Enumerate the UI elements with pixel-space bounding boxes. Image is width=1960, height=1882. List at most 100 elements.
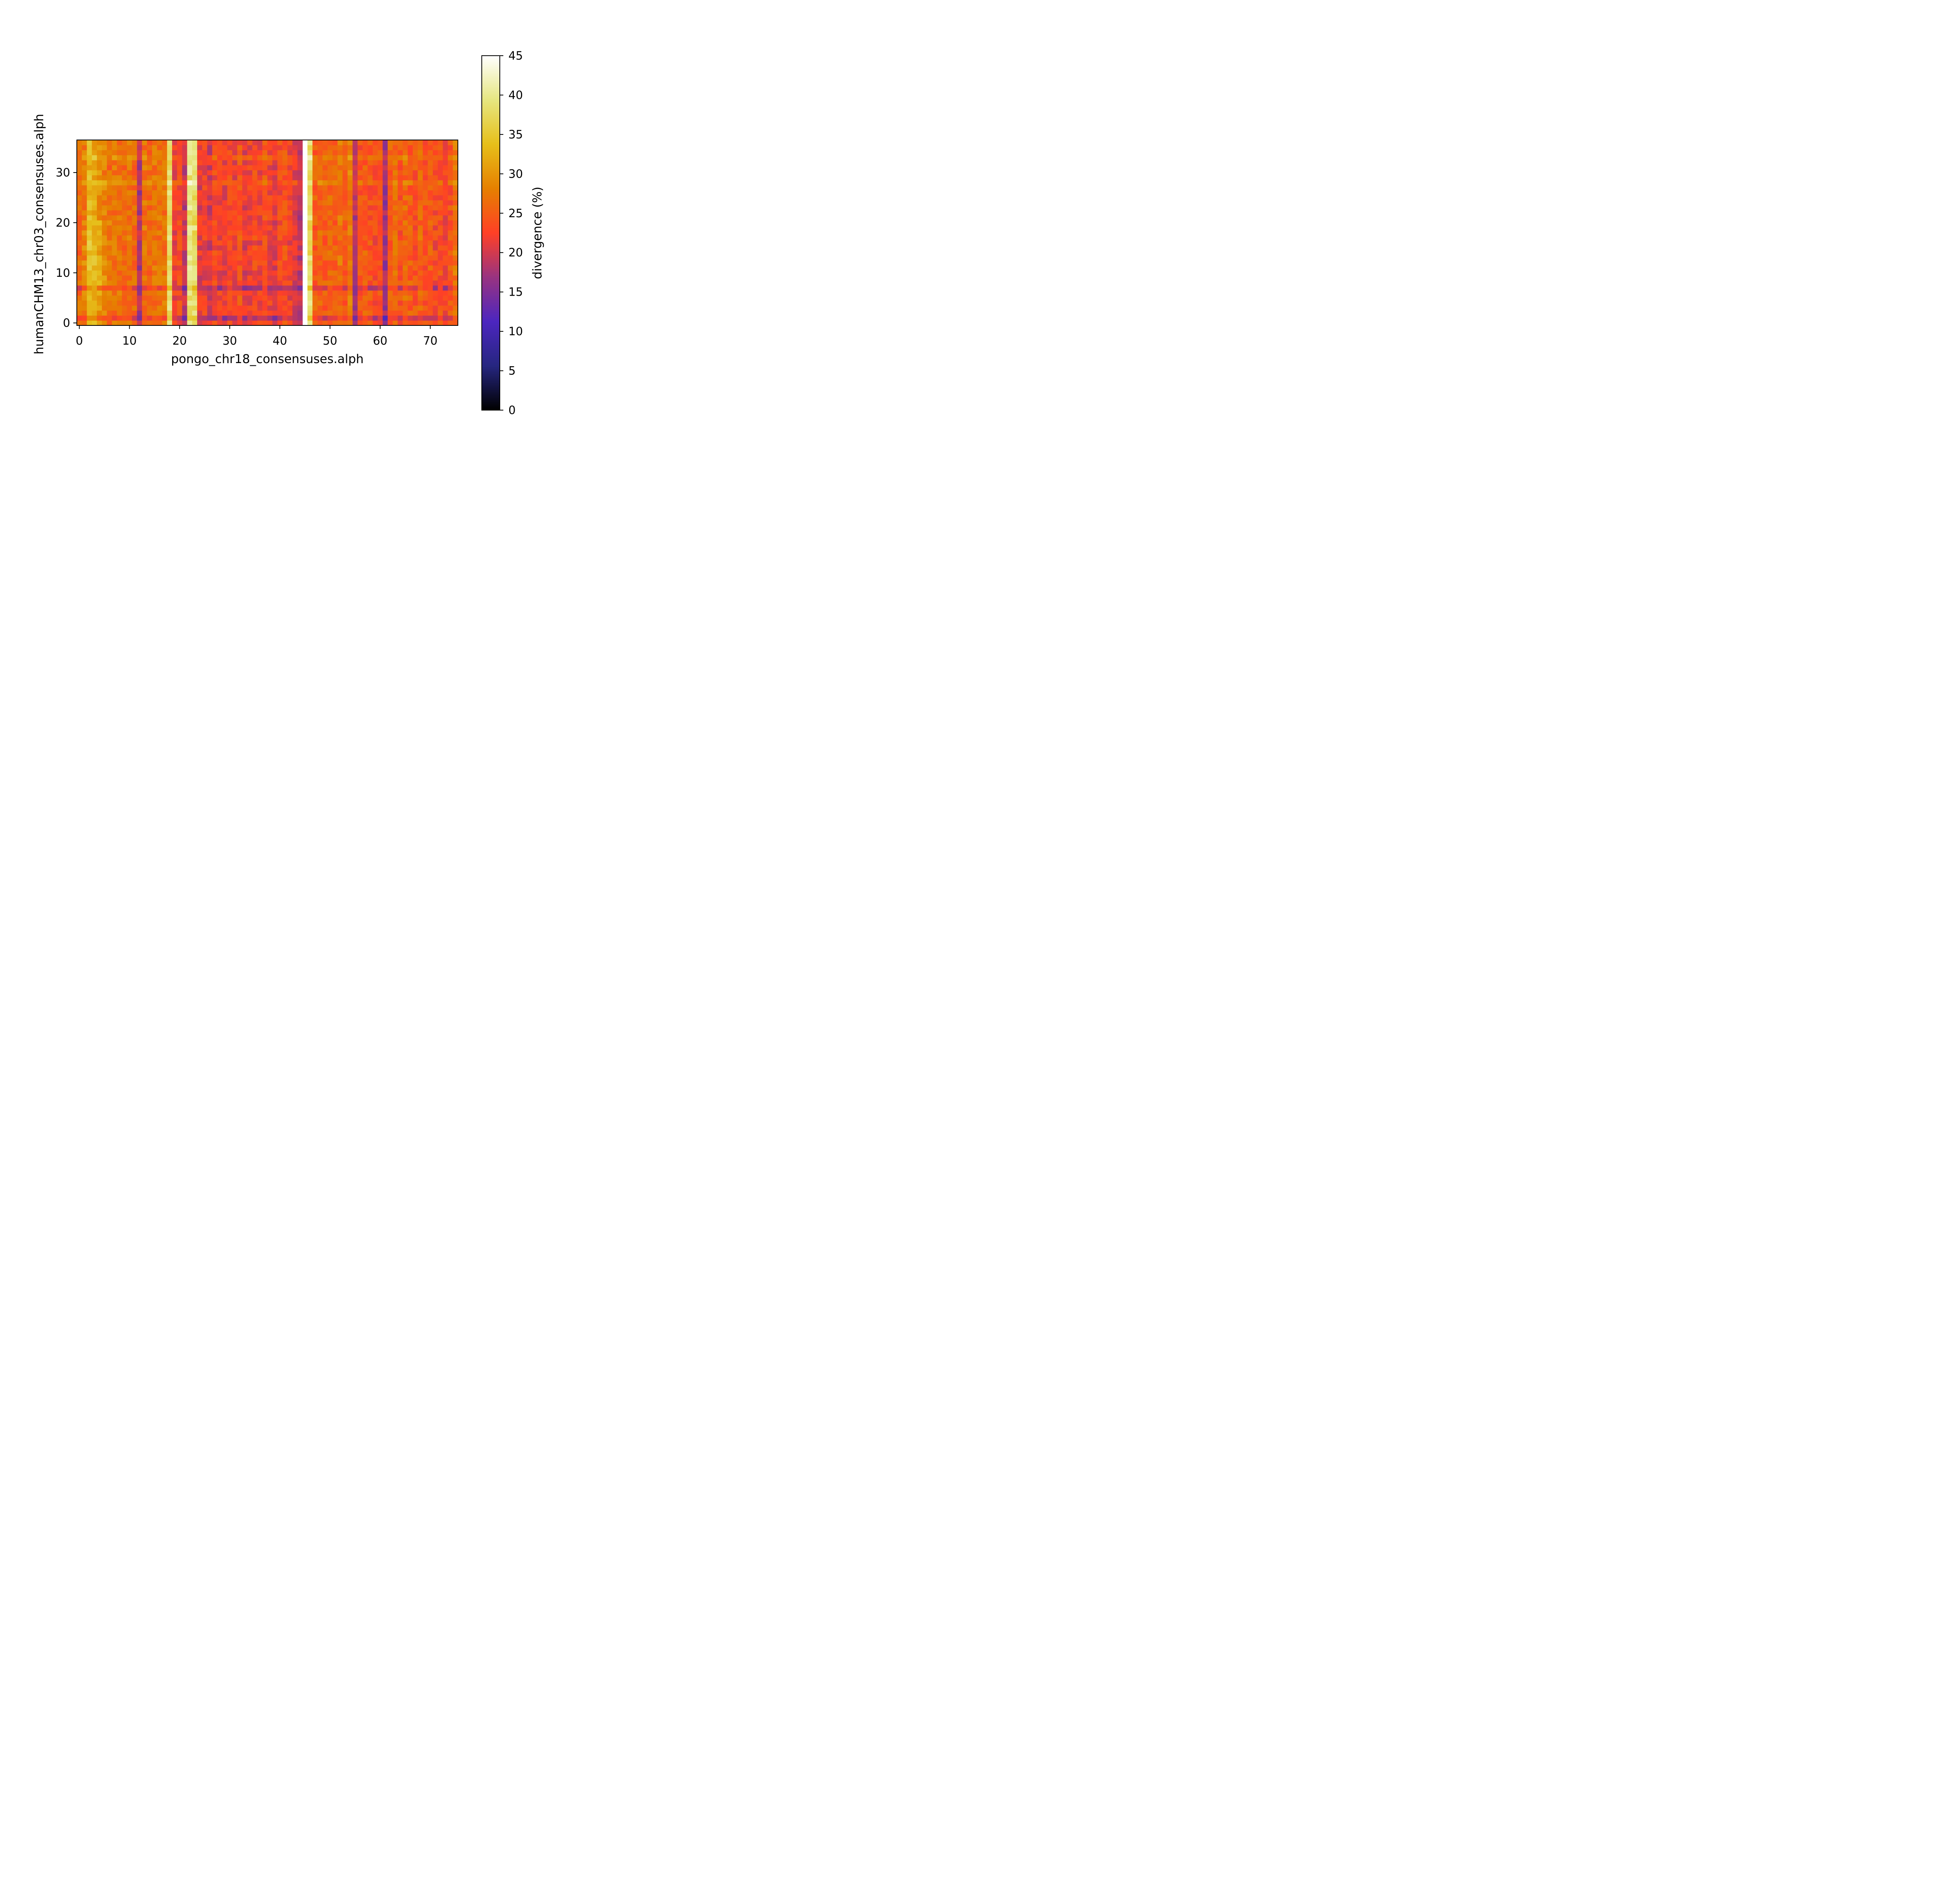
heatmap-cell xyxy=(347,275,353,281)
heatmap-cell xyxy=(117,165,122,171)
heatmap-cell xyxy=(92,210,97,216)
heatmap-cell xyxy=(412,245,418,251)
heatmap-cell xyxy=(387,320,393,326)
heatmap-cell xyxy=(267,165,273,171)
heatmap-cell xyxy=(162,295,167,301)
heatmap-cell xyxy=(307,240,313,246)
heatmap-cell xyxy=(122,295,127,301)
heatmap-cell xyxy=(172,195,178,200)
heatmap-cell xyxy=(177,200,183,205)
heatmap-cell xyxy=(448,220,453,225)
heatmap-cell xyxy=(267,315,273,321)
heatmap-cell xyxy=(252,220,258,225)
heatmap-cell xyxy=(358,185,363,191)
heatmap-cell xyxy=(212,145,218,151)
heatmap-cell xyxy=(82,300,87,306)
heatmap-cell xyxy=(453,285,458,291)
heatmap-cell xyxy=(222,270,228,276)
heatmap-cell xyxy=(352,280,358,286)
heatmap-cell xyxy=(147,205,152,211)
heatmap-cell xyxy=(187,185,192,191)
heatmap-cell xyxy=(187,140,192,145)
heatmap-cell xyxy=(132,290,138,296)
heatmap-cell xyxy=(187,170,192,176)
heatmap-cell xyxy=(252,195,258,200)
heatmap-cell xyxy=(408,215,413,221)
heatmap-cell xyxy=(197,280,203,286)
heatmap-cell xyxy=(307,245,313,251)
heatmap-cell xyxy=(227,300,233,306)
heatmap-cell xyxy=(277,195,283,200)
heatmap-cell xyxy=(342,280,348,286)
heatmap-cell xyxy=(383,285,388,291)
heatmap-cell xyxy=(377,190,383,196)
heatmap-cell xyxy=(392,210,398,216)
heatmap-cells xyxy=(77,140,458,326)
heatmap-cell xyxy=(167,145,172,151)
heatmap-cell xyxy=(352,235,358,241)
heatmap-cell xyxy=(453,320,458,326)
heatmap-cell xyxy=(417,290,423,296)
heatmap-cell xyxy=(77,185,82,191)
heatmap-cell xyxy=(372,255,378,261)
heatmap-cell xyxy=(307,300,313,306)
heatmap-cell xyxy=(352,145,358,151)
heatmap-cell xyxy=(277,285,283,291)
heatmap-cell xyxy=(92,270,97,276)
heatmap-cell xyxy=(262,200,268,205)
heatmap-cell xyxy=(417,195,423,200)
heatmap-cell xyxy=(287,225,293,231)
heatmap-cell xyxy=(137,260,142,266)
heatmap-cell xyxy=(92,235,97,241)
heatmap-cell xyxy=(312,205,318,211)
heatmap-cell xyxy=(212,195,218,200)
heatmap-cell xyxy=(317,165,323,171)
heatmap-cell xyxy=(202,290,208,296)
heatmap-cell xyxy=(142,310,147,316)
heatmap-cell xyxy=(257,190,263,196)
heatmap-cell xyxy=(428,175,433,180)
heatmap-cell xyxy=(262,190,268,196)
heatmap-cell xyxy=(97,155,102,160)
heatmap-cell xyxy=(367,195,373,200)
heatmap-cell xyxy=(187,245,192,251)
heatmap-cell xyxy=(332,175,338,180)
heatmap-cell xyxy=(332,230,338,236)
heatmap-cell xyxy=(338,260,343,266)
heatmap-cell xyxy=(212,200,218,205)
heatmap-cell xyxy=(257,150,263,155)
heatmap-cell xyxy=(397,160,403,165)
heatmap-cell xyxy=(232,315,238,321)
heatmap-cell xyxy=(142,290,147,296)
heatmap-cell xyxy=(177,140,183,145)
heatmap-cell xyxy=(387,195,393,200)
heatmap-cell xyxy=(77,280,82,286)
heatmap-cell xyxy=(453,140,458,145)
heatmap-cell xyxy=(227,180,233,185)
heatmap-cell xyxy=(247,195,253,200)
heatmap-cell xyxy=(358,150,363,155)
heatmap-cell xyxy=(397,270,403,276)
heatmap-cell xyxy=(177,290,183,296)
heatmap-cell xyxy=(107,310,113,316)
heatmap-cell xyxy=(82,265,87,271)
heatmap-cell xyxy=(383,290,388,296)
heatmap-cell xyxy=(367,295,373,301)
heatmap-cell xyxy=(423,265,428,271)
heatmap-cell xyxy=(262,305,268,311)
heatmap-cell xyxy=(77,155,82,160)
heatmap-cell xyxy=(297,240,303,246)
heatmap-cell xyxy=(282,275,288,281)
heatmap-cell xyxy=(408,270,413,276)
heatmap-cell xyxy=(107,305,113,311)
heatmap-cell xyxy=(137,240,142,246)
heatmap-cell xyxy=(437,285,443,291)
heatmap-cell xyxy=(127,235,132,241)
heatmap-cell xyxy=(338,250,343,256)
heatmap-cell xyxy=(252,170,258,176)
heatmap-cell xyxy=(222,315,228,321)
heatmap-cell xyxy=(327,185,333,191)
heatmap-cell xyxy=(157,160,163,165)
heatmap-cell xyxy=(372,155,378,160)
heatmap-cell xyxy=(197,305,203,311)
